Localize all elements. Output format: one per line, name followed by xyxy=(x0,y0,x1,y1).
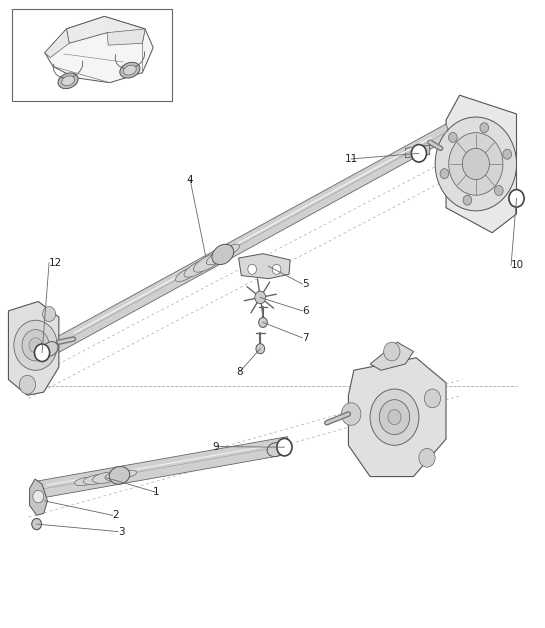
Polygon shape xyxy=(348,358,446,477)
Polygon shape xyxy=(446,95,517,233)
Polygon shape xyxy=(29,479,47,516)
Polygon shape xyxy=(370,342,414,371)
Circle shape xyxy=(449,133,503,195)
Circle shape xyxy=(14,320,57,371)
Text: 8: 8 xyxy=(237,367,243,377)
Text: 2: 2 xyxy=(113,511,119,521)
Circle shape xyxy=(449,133,457,143)
Ellipse shape xyxy=(75,477,95,485)
Text: 6: 6 xyxy=(302,306,309,316)
Circle shape xyxy=(384,342,400,361)
Ellipse shape xyxy=(220,244,239,257)
Polygon shape xyxy=(239,254,290,279)
Ellipse shape xyxy=(212,244,234,264)
Text: 5: 5 xyxy=(302,279,309,289)
Circle shape xyxy=(503,149,512,160)
Ellipse shape xyxy=(207,248,232,265)
Ellipse shape xyxy=(105,471,129,480)
Circle shape xyxy=(256,344,265,354)
Polygon shape xyxy=(45,16,153,83)
Circle shape xyxy=(425,389,440,408)
Circle shape xyxy=(388,409,401,425)
Circle shape xyxy=(341,403,361,425)
Circle shape xyxy=(19,376,35,394)
Text: 11: 11 xyxy=(344,154,358,164)
Text: 1: 1 xyxy=(153,487,159,497)
Circle shape xyxy=(22,330,49,361)
Circle shape xyxy=(419,448,435,467)
Ellipse shape xyxy=(120,62,140,78)
Circle shape xyxy=(34,344,50,362)
Text: 7: 7 xyxy=(302,333,309,343)
Ellipse shape xyxy=(92,472,120,484)
Circle shape xyxy=(259,317,268,327)
Polygon shape xyxy=(45,29,69,58)
Text: 9: 9 xyxy=(212,441,219,452)
Circle shape xyxy=(494,185,503,195)
Circle shape xyxy=(32,519,41,529)
Polygon shape xyxy=(405,145,430,158)
Circle shape xyxy=(440,169,449,178)
Circle shape xyxy=(248,264,257,274)
Circle shape xyxy=(462,148,489,180)
Text: 3: 3 xyxy=(118,526,125,536)
Polygon shape xyxy=(66,16,145,43)
Ellipse shape xyxy=(175,267,198,281)
Circle shape xyxy=(29,338,42,353)
Circle shape xyxy=(480,122,488,133)
Circle shape xyxy=(277,438,292,456)
Polygon shape xyxy=(34,436,290,499)
Polygon shape xyxy=(8,301,59,395)
Circle shape xyxy=(435,117,517,211)
Ellipse shape xyxy=(193,252,223,272)
Circle shape xyxy=(379,399,410,435)
Text: 4: 4 xyxy=(187,175,193,185)
Text: 12: 12 xyxy=(49,257,62,268)
Circle shape xyxy=(33,490,44,503)
Ellipse shape xyxy=(43,342,58,357)
Ellipse shape xyxy=(109,467,130,484)
Ellipse shape xyxy=(184,259,211,277)
Circle shape xyxy=(255,291,266,304)
Circle shape xyxy=(272,264,281,274)
Bar xyxy=(12,9,172,102)
Polygon shape xyxy=(107,29,145,45)
Ellipse shape xyxy=(83,475,107,485)
Ellipse shape xyxy=(58,73,78,89)
Circle shape xyxy=(509,190,524,207)
Ellipse shape xyxy=(62,76,75,85)
Ellipse shape xyxy=(118,470,137,478)
Circle shape xyxy=(370,389,419,445)
Ellipse shape xyxy=(124,65,136,75)
Circle shape xyxy=(463,195,472,205)
Polygon shape xyxy=(31,124,451,364)
Circle shape xyxy=(411,144,427,162)
Text: 10: 10 xyxy=(511,260,524,270)
Ellipse shape xyxy=(267,443,283,457)
Circle shape xyxy=(43,306,56,322)
